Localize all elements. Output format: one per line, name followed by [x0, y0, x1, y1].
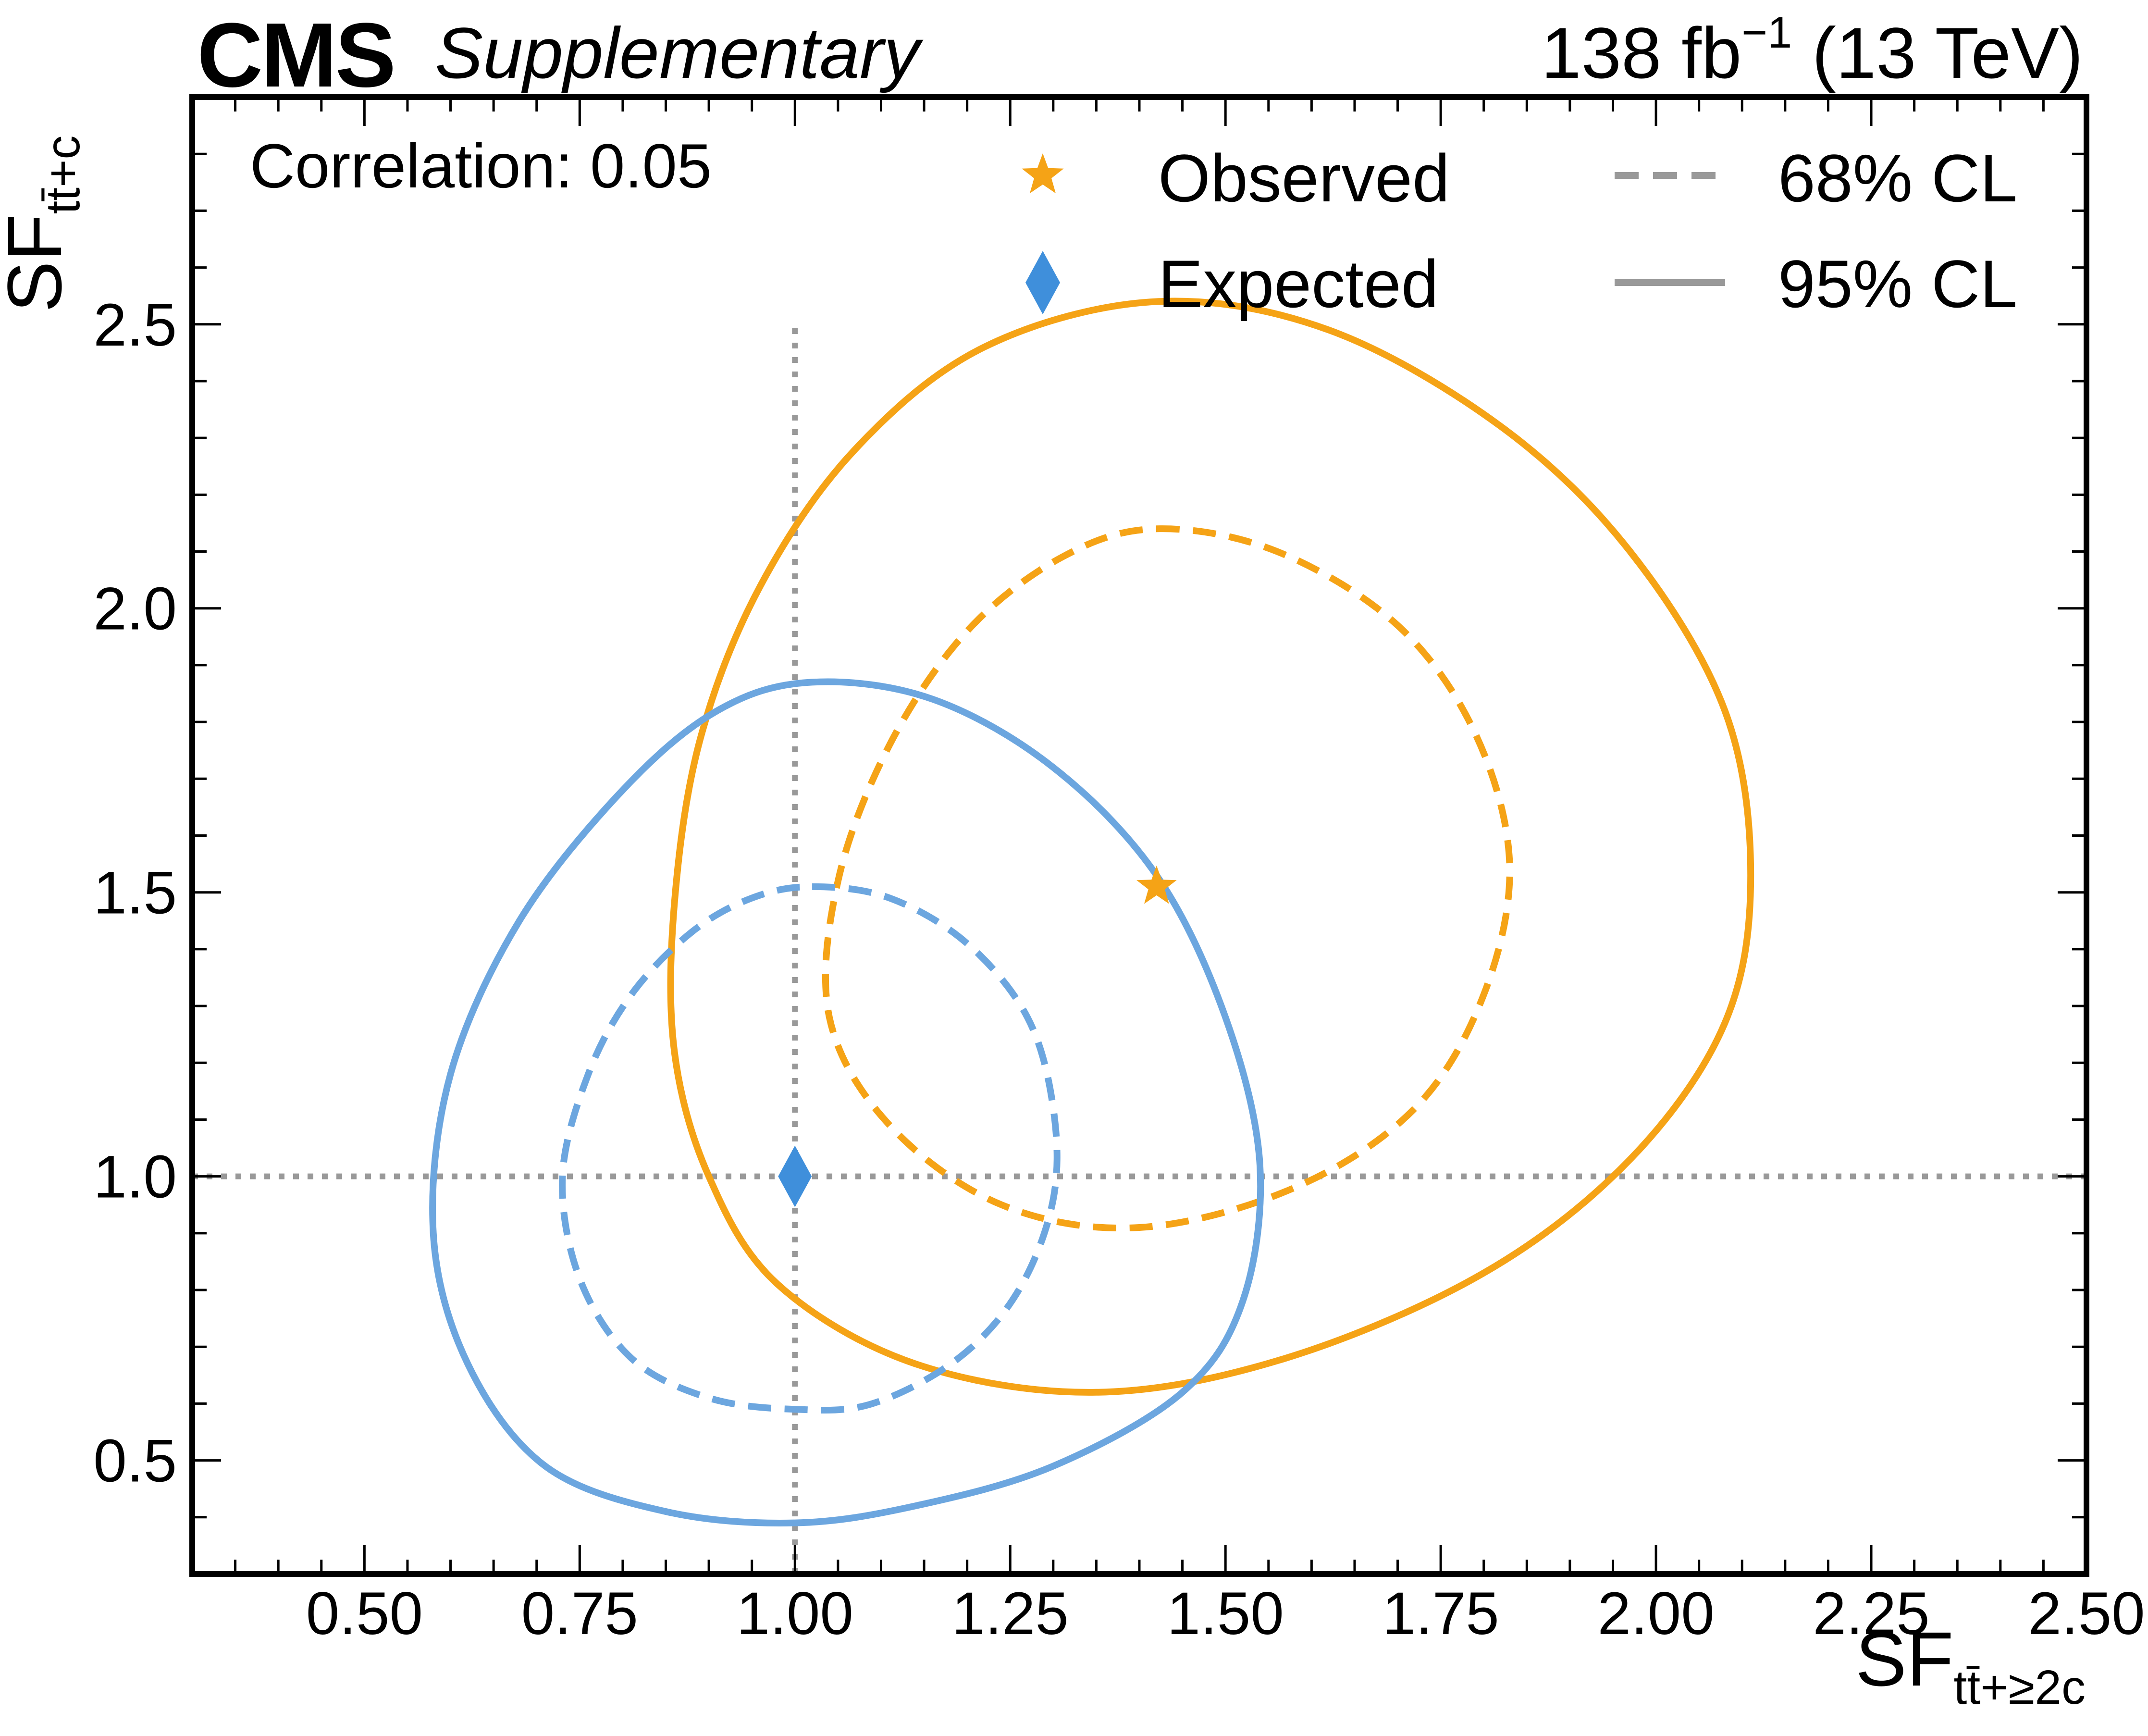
y-tick-label: 1.5 [93, 860, 177, 927]
plot-layer: 0.50 0.75 1.00 1.25 1.50 1.75 2.00 2.25 2.50 0.5 1… [93, 96, 2145, 1647]
legend-observed-marker [1022, 153, 1064, 194]
legend-95cl-label: 95% CL [1778, 246, 2018, 322]
y-tick-label: 1.0 [93, 1144, 177, 1211]
y-tick-label: 2.5 [93, 292, 177, 359]
luminosity-label: 138 fb−1 (13 TeV) [1541, 8, 2083, 95]
figure-label: Supplementary [435, 12, 920, 93]
plot-frame [189, 94, 2089, 1577]
x-tick-label: 0.50 [306, 1580, 423, 1647]
contour-observed-95-cl [667, 298, 1754, 1396]
y-axis-label: SFtt̄+c [0, 136, 90, 312]
x-tick-label: 1.25 [952, 1580, 1069, 1647]
x-axis-label-sub: tt̄+≥2c [1953, 1661, 2086, 1714]
legend-68cl-label: 68% CL [1778, 140, 2018, 216]
y-tick-label: 0.5 [93, 1428, 177, 1495]
correlation-annotation: Correlation: 0.05 [250, 131, 712, 201]
observed-marker [1136, 865, 1177, 904]
x-tick-label: 2.00 [1597, 1580, 1714, 1647]
y-axis-label-main: SF [0, 214, 77, 312]
x-tick-label: 1.00 [737, 1580, 853, 1647]
legend-observed-label: Observed [1158, 140, 1450, 216]
x-tick-label: 0.75 [521, 1580, 638, 1647]
contour-observed-68-cl [822, 525, 1513, 1232]
lumi-exponent: −1 [1741, 8, 1792, 57]
x-tick-label: 2.50 [2028, 1580, 2145, 1647]
x-tick-label: 1.50 [1167, 1580, 1284, 1647]
experiment-title: CMS [197, 4, 396, 106]
x-tick-label: 2.25 [1813, 1580, 1929, 1647]
legend-expected-label: Expected [1158, 246, 1439, 322]
contour-expected-95-cl [429, 678, 1264, 1526]
y-axis-label-sub: tt̄+c [36, 135, 90, 214]
legend-expected-marker [1025, 251, 1060, 314]
contour-expected-68-cl [559, 883, 1061, 1414]
lumi-value: 138 fb [1541, 12, 1742, 93]
x-tick-label: 1.75 [1382, 1580, 1499, 1647]
y-tick-label: 2.0 [93, 576, 177, 643]
expected-marker [778, 1145, 812, 1207]
x-axis-label-main: SF [1855, 1616, 1954, 1702]
x-axis-label: SFtt̄+≥2c [1855, 1615, 2086, 1714]
energy-label: (13 TeV) [1812, 12, 2083, 93]
